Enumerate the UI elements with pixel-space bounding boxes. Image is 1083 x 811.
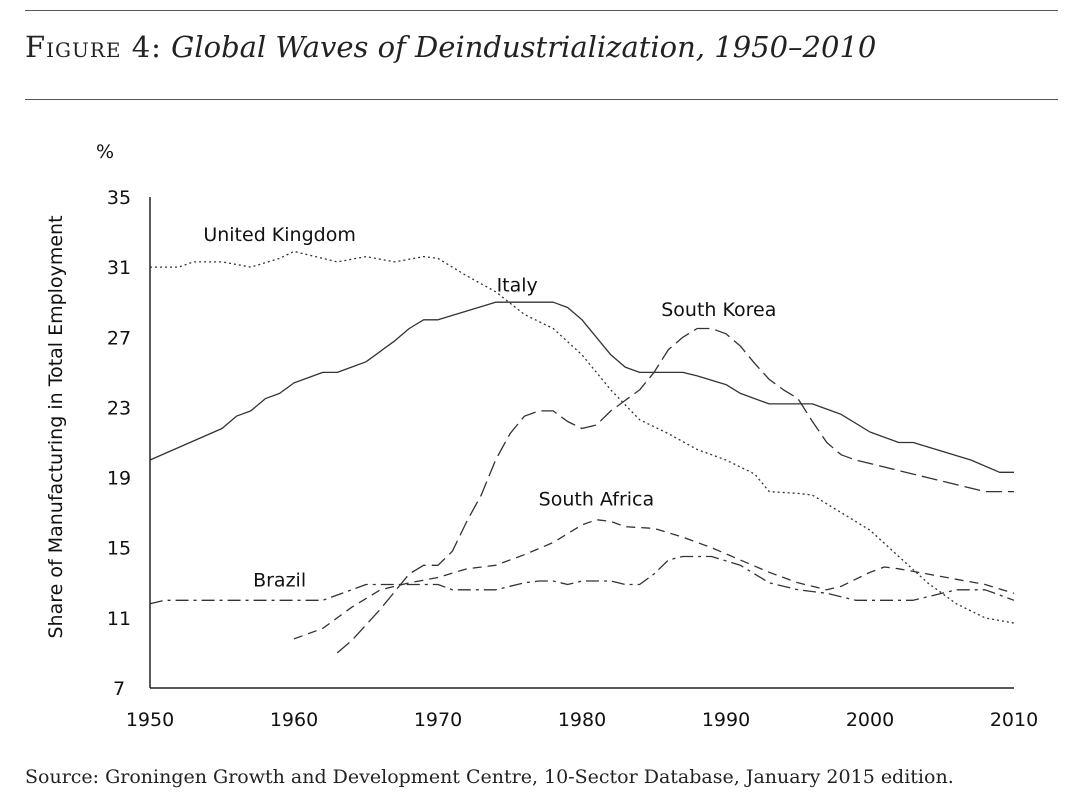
title-rule xyxy=(25,99,1058,100)
series-line-brazil xyxy=(149,555,1015,605)
x-tick-label: 1950 xyxy=(126,709,174,731)
x-axis-ticks: 1950 1960 1970 1980 1990 2000 2010 xyxy=(126,709,1038,731)
series-line-south-korea xyxy=(336,327,1014,654)
series-line-italy xyxy=(149,301,1014,473)
x-tick-label: 2010 xyxy=(990,709,1038,731)
x-tick-label: 1970 xyxy=(414,709,462,731)
y-tick-label: 7 xyxy=(113,678,125,700)
y-unit-label: % xyxy=(96,141,114,163)
series-label-south-korea: South Korea xyxy=(661,299,776,321)
series-labels: United Kingdom Italy South Korea South Afri… xyxy=(203,224,776,591)
x-tick-label: 1960 xyxy=(270,709,318,731)
y-tick-label: 27 xyxy=(107,327,131,349)
y-tick-label: 35 xyxy=(107,187,131,209)
y-tick-label: 31 xyxy=(107,257,131,279)
series-label-south-africa: South Africa xyxy=(539,489,654,511)
y-axis-title: Share of Manufacturing in Total Employme… xyxy=(45,215,67,638)
series-label-united-kingdom: United Kingdom xyxy=(203,224,356,246)
line-chart: % Share of Manufacturing in Total Employ… xyxy=(45,141,1038,731)
y-axis-ticks: 7 11 15 19 23 27 31 35 xyxy=(107,187,131,700)
y-tick-label: 23 xyxy=(107,397,131,419)
y-tick-label: 19 xyxy=(107,468,131,490)
figure-title-text: Global Waves of Deindustrialization, 195… xyxy=(171,30,877,64)
series-line-united-kingdom xyxy=(150,250,1015,624)
series-label-italy: Italy xyxy=(497,275,538,297)
top-rule xyxy=(25,10,1058,11)
series-line-south-africa xyxy=(293,519,1015,640)
series-label-brazil: Brazil xyxy=(253,569,306,591)
y-tick-label: 15 xyxy=(107,538,131,560)
series-lines xyxy=(149,250,1015,654)
figure-source: Source: Groningen Growth and Development… xyxy=(25,766,954,788)
figure-title: Figure 4: Global Waves of Deindustrializ… xyxy=(25,30,876,64)
y-tick-label: 11 xyxy=(107,608,131,630)
figure-label: Figure 4: xyxy=(25,30,162,64)
x-tick-label: 1990 xyxy=(702,709,750,731)
x-tick-label: 2000 xyxy=(846,709,894,731)
x-tick-label: 1980 xyxy=(558,709,606,731)
